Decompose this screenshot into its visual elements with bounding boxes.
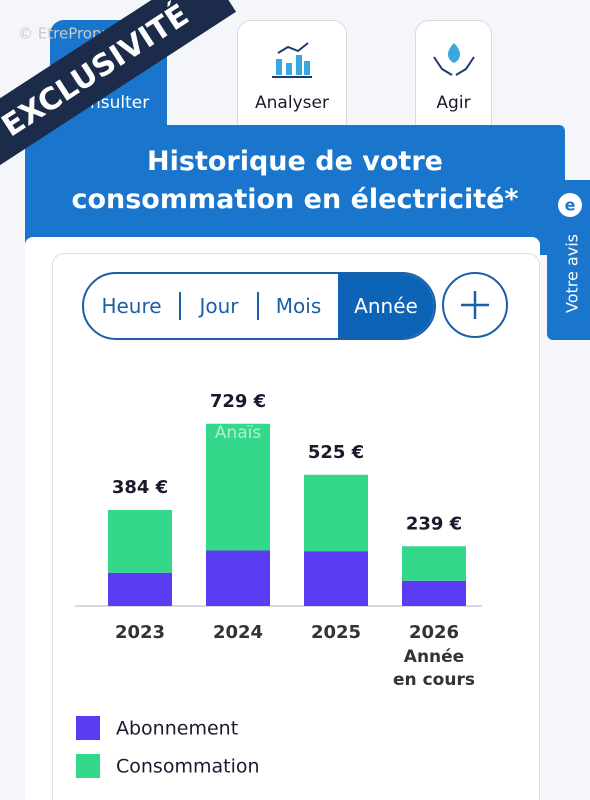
legend-label: Consommation	[116, 756, 260, 778]
value-label: 729 €	[210, 391, 266, 412]
analyse-icon	[272, 42, 312, 78]
period[interactable]: Mois	[275, 294, 322, 318]
value-label: 525 €	[308, 442, 364, 463]
divider	[257, 292, 259, 320]
feedback-tab[interactable]: e Votre avis	[547, 180, 590, 340]
feedback-icon: e	[558, 193, 582, 217]
header: Historique de votre consommation en élec…	[25, 125, 565, 255]
divider	[179, 292, 181, 320]
period[interactable]: Heure	[101, 294, 162, 318]
value-label: 384 €	[112, 477, 168, 498]
photo-watermark: Anaïs	[215, 423, 262, 443]
x-tick-note: en cours	[393, 670, 475, 690]
value-label: 239 €	[406, 513, 462, 534]
bar-segment	[206, 550, 270, 606]
title-line: Historique de votre	[147, 146, 443, 177]
period-active[interactable]: Année	[338, 274, 434, 338]
legend-label: Abonnement	[116, 718, 238, 740]
tab-label: Analyser	[255, 93, 329, 113]
header-title: Historique de votre consommation en élec…	[25, 143, 565, 219]
banner-text: EXCLUSIVITÉ	[0, 0, 195, 144]
title-line: consommation en électricité*	[71, 184, 519, 215]
x-tick-label: 2023	[115, 622, 165, 643]
x-tick-label: 2026	[409, 622, 459, 643]
bar-segment	[402, 580, 466, 606]
svg-text:e: e	[565, 196, 576, 215]
tab[interactable]: Analyser	[237, 20, 347, 127]
period-selector: Heure Jour Mois Année	[82, 272, 436, 340]
bar-segment	[108, 510, 172, 573]
bar-segment	[402, 546, 466, 581]
tab[interactable]: Agir	[415, 20, 492, 127]
bar-segment	[206, 423, 270, 551]
add-button[interactable]	[441, 271, 509, 339]
banner-band	[0, 0, 237, 176]
bar-segment	[304, 551, 368, 606]
banner-layer: © EtreProprio.com EXCLUSIVITÉ	[0, 0, 237, 176]
tab-label: Agir	[436, 93, 471, 113]
bar-segment	[304, 474, 368, 552]
period[interactable]: Jour	[199, 294, 239, 318]
x-tick-label: 2025	[311, 622, 361, 643]
x-tick-label: 2024	[213, 622, 263, 643]
x-tick-note: Année	[404, 647, 464, 667]
agir-icon	[433, 43, 475, 76]
legend-swatch	[76, 754, 100, 778]
legend-swatch	[76, 716, 100, 740]
bar-segment	[108, 572, 172, 606]
